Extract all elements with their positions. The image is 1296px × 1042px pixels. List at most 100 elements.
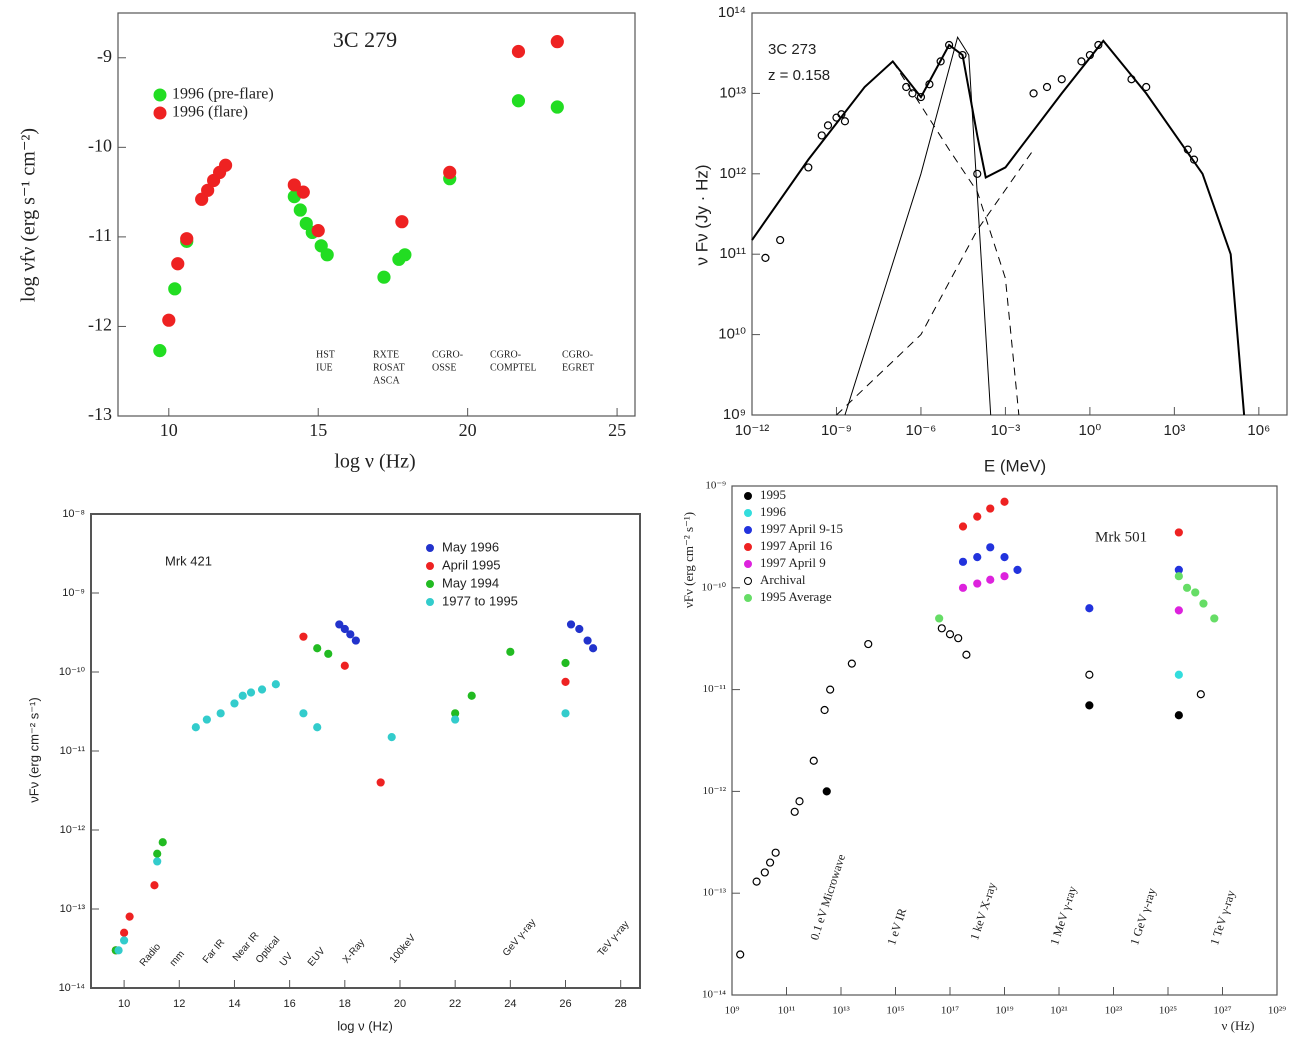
data-point <box>916 92 926 102</box>
data-point <box>257 685 267 694</box>
data-point <box>191 723 200 732</box>
y-tick-label: 10⁻⁹ <box>705 480 726 492</box>
band-label: OSSE <box>432 362 456 373</box>
data-point <box>287 178 301 192</box>
data-point <box>218 158 233 172</box>
data-point <box>937 624 946 633</box>
data-point <box>311 224 325 238</box>
x-tick-label: 10¹⁷ <box>941 1005 959 1017</box>
data-point <box>954 634 963 643</box>
data-point <box>120 936 129 945</box>
panel: 10 12 14 16 18 20 22 24 26 28 10⁻¹⁴ 10⁻¹³ 10⁻¹² 10⁻¹¹… <box>26 508 641 1033</box>
x-tick-label: 22 <box>449 998 461 1010</box>
legend-label: 1996 <box>760 504 787 519</box>
y-tick-label: 10⁻¹⁰ <box>59 666 86 678</box>
data-point <box>1077 57 1086 66</box>
legend-label: April 1995 <box>442 557 501 572</box>
x-axis-label: log ν (Hz) <box>334 451 415 473</box>
data-point <box>299 709 308 718</box>
x-tick-label: 10¹⁵ <box>886 1005 904 1017</box>
chart-title: 3C 279 <box>333 27 397 52</box>
x-tick-label: 10²³ <box>1105 1005 1123 1017</box>
data-point <box>1174 711 1183 720</box>
x-tick-label: 14 <box>228 998 240 1010</box>
y-tick-label: -11 <box>89 225 112 245</box>
data-point <box>171 257 185 271</box>
legend-label: 1996 (pre-flare) <box>172 86 274 103</box>
band-label: EGRET <box>562 362 594 373</box>
legend-label: Archival <box>760 572 806 587</box>
data-point <box>561 658 570 668</box>
y-axis-label: log νfν (erg s⁻¹ cm⁻²) <box>18 128 40 302</box>
data-point <box>195 192 209 206</box>
plot-frame <box>751 12 1288 416</box>
data-point <box>936 57 945 66</box>
data-point <box>1000 572 1009 581</box>
legend-swatch <box>744 492 752 500</box>
band-label: CGRO- <box>562 349 593 360</box>
x-tick-label: 10⁻⁹ <box>821 422 852 439</box>
data-point <box>986 504 995 513</box>
band-label: ROSAT <box>373 362 405 373</box>
data-point <box>1174 528 1183 537</box>
data-point <box>973 579 982 588</box>
data-point <box>351 636 360 645</box>
data-point <box>1085 701 1094 710</box>
data-point <box>1174 606 1183 615</box>
x-tick-label: 10¹¹ <box>778 1005 796 1017</box>
panel: 10⁻¹² 10⁻⁹ 10⁻⁶ 10⁻³ 10⁰ 10³ 10⁶ 10⁹ 10¹⁰ 10¹¹ 10¹… <box>692 4 1288 475</box>
data-point <box>150 881 159 890</box>
data-point <box>162 313 176 327</box>
data-point <box>765 858 775 867</box>
data-point <box>506 647 515 656</box>
band-label: CGRO- <box>432 349 463 360</box>
data-point <box>125 912 134 921</box>
data-point <box>736 950 745 959</box>
x-tick-label: 10²⁹ <box>1268 1005 1286 1017</box>
data-point <box>550 35 564 49</box>
x-tick-label: 10⁹ <box>725 1005 740 1017</box>
band-label: X-Ray <box>341 937 367 965</box>
data-point <box>293 203 307 217</box>
legend-swatch <box>744 560 752 568</box>
x-tick-label: 10⁻⁶ <box>906 422 937 439</box>
data-point <box>340 661 349 670</box>
data-point <box>790 807 799 816</box>
legend-label: 1996 (flare) <box>172 104 248 121</box>
model-curve <box>751 39 1246 416</box>
data-point <box>511 44 526 59</box>
data-point <box>1196 690 1205 699</box>
x-tick-label: 10⁻¹² <box>735 422 770 439</box>
data-point <box>313 723 322 732</box>
y-tick-label: 10⁻¹² <box>60 824 86 836</box>
x-axis-label: log ν (Hz) <box>337 1018 393 1033</box>
data-point <box>908 89 917 98</box>
x-axis-label: ν (Hz) <box>1222 1018 1255 1033</box>
band-label: 1 MeV γ-ray <box>1047 884 1079 946</box>
x-tick-label: 26 <box>559 998 571 1010</box>
y-tick-label: -9 <box>97 46 112 66</box>
legend-label: 1995 <box>760 487 786 502</box>
data-point <box>795 797 804 806</box>
data-point <box>377 270 391 284</box>
legend-swatch <box>426 562 434 570</box>
data-point <box>238 691 247 700</box>
data-point <box>296 185 310 199</box>
legend-swatch <box>744 509 752 517</box>
data-point <box>958 522 968 531</box>
band-label: COMPTEL <box>490 362 537 373</box>
y-tick-label: 10¹¹ <box>719 245 746 262</box>
data-point <box>324 649 333 658</box>
data-point <box>398 248 412 262</box>
y-tick-label: 10¹⁴ <box>718 4 746 21</box>
legend-swatch <box>426 580 434 588</box>
data-point <box>771 848 780 857</box>
legend-swatch <box>744 526 752 534</box>
data-point <box>299 632 308 641</box>
data-point <box>817 131 826 140</box>
legend-label: May 1996 <box>442 539 499 554</box>
data-point <box>120 928 129 937</box>
band-label: TeV γ-ray <box>596 919 632 958</box>
x-tick-label: 16 <box>284 998 296 1010</box>
data-point <box>313 644 322 653</box>
